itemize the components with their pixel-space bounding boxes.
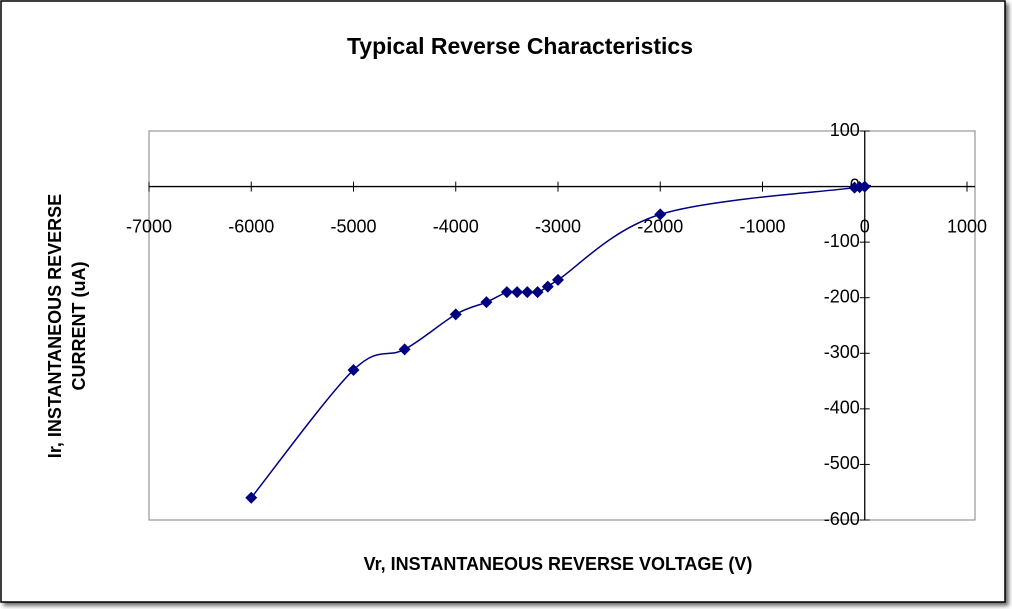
plot-area <box>148 130 976 521</box>
y-tick-label: -200 <box>824 286 860 306</box>
data-point <box>500 286 513 299</box>
data-point <box>449 308 462 321</box>
data-point <box>245 491 258 504</box>
y-tick-label: -300 <box>824 342 860 362</box>
x-tick-label: -2000 <box>637 216 683 236</box>
x-tick-label: -3000 <box>535 216 581 236</box>
y-tick-label: -400 <box>824 398 860 418</box>
data-point <box>541 280 554 293</box>
data-point <box>511 286 524 299</box>
data-point <box>531 286 544 299</box>
y-tick-label: -100 <box>824 231 860 251</box>
y-tick-label: 100 <box>830 120 860 140</box>
x-tick-label: -6000 <box>228 216 274 236</box>
x-tick-label: 1000 <box>947 216 987 236</box>
x-axis-title: Vr, INSTANTANEOUS REVERSE VOLTAGE (V) <box>364 554 753 574</box>
data-point <box>552 273 564 286</box>
data-point <box>521 286 534 299</box>
chart-title: Typical Reverse Characteristics <box>347 33 693 59</box>
x-tick-label: -5000 <box>330 216 376 236</box>
data-point <box>480 296 493 309</box>
x-tick-label: -4000 <box>433 216 479 236</box>
y-axis-title-line: Ir, INSTANTANEOUS REVERSE <box>45 194 65 458</box>
x-tick-label: 0 <box>860 216 870 236</box>
y-tick-label: -600 <box>824 509 860 529</box>
y-tick-label: -500 <box>824 453 860 473</box>
data-point <box>858 180 871 193</box>
y-axis-title-line: CURRENT (uA) <box>69 262 89 391</box>
x-tick-label: -1000 <box>739 216 785 236</box>
y-axis-title: Ir, INSTANTANEOUS REVERSE CURRENT (uA) <box>45 194 89 458</box>
data-point <box>654 208 667 221</box>
x-tick-label: -7000 <box>126 216 172 236</box>
data-point <box>398 343 411 356</box>
data-point <box>347 363 360 376</box>
